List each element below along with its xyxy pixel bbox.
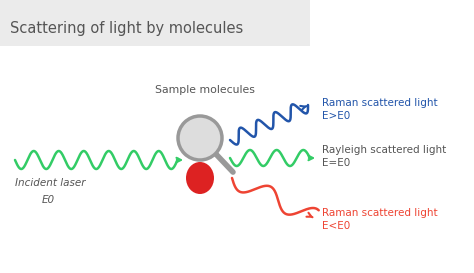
Text: Rayleigh scattered light: Rayleigh scattered light (322, 145, 446, 155)
Text: E=E0: E=E0 (322, 158, 350, 168)
Text: Scattering of light by molecules: Scattering of light by molecules (10, 20, 243, 35)
Text: E>E0: E>E0 (322, 111, 350, 121)
FancyBboxPatch shape (0, 0, 310, 46)
Circle shape (178, 116, 222, 160)
Text: Raman scattered light: Raman scattered light (322, 208, 438, 218)
Ellipse shape (186, 162, 214, 194)
Text: Incident laser: Incident laser (15, 178, 85, 188)
Text: E<E0: E<E0 (322, 221, 350, 231)
Text: Raman scattered light: Raman scattered light (322, 98, 438, 108)
Text: Sample molecules: Sample molecules (155, 85, 255, 95)
Text: E0: E0 (42, 195, 55, 205)
